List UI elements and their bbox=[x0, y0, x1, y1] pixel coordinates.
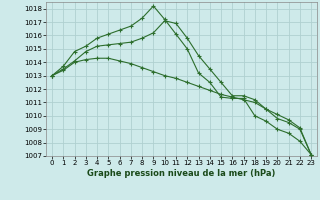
X-axis label: Graphe pression niveau de la mer (hPa): Graphe pression niveau de la mer (hPa) bbox=[87, 169, 276, 178]
